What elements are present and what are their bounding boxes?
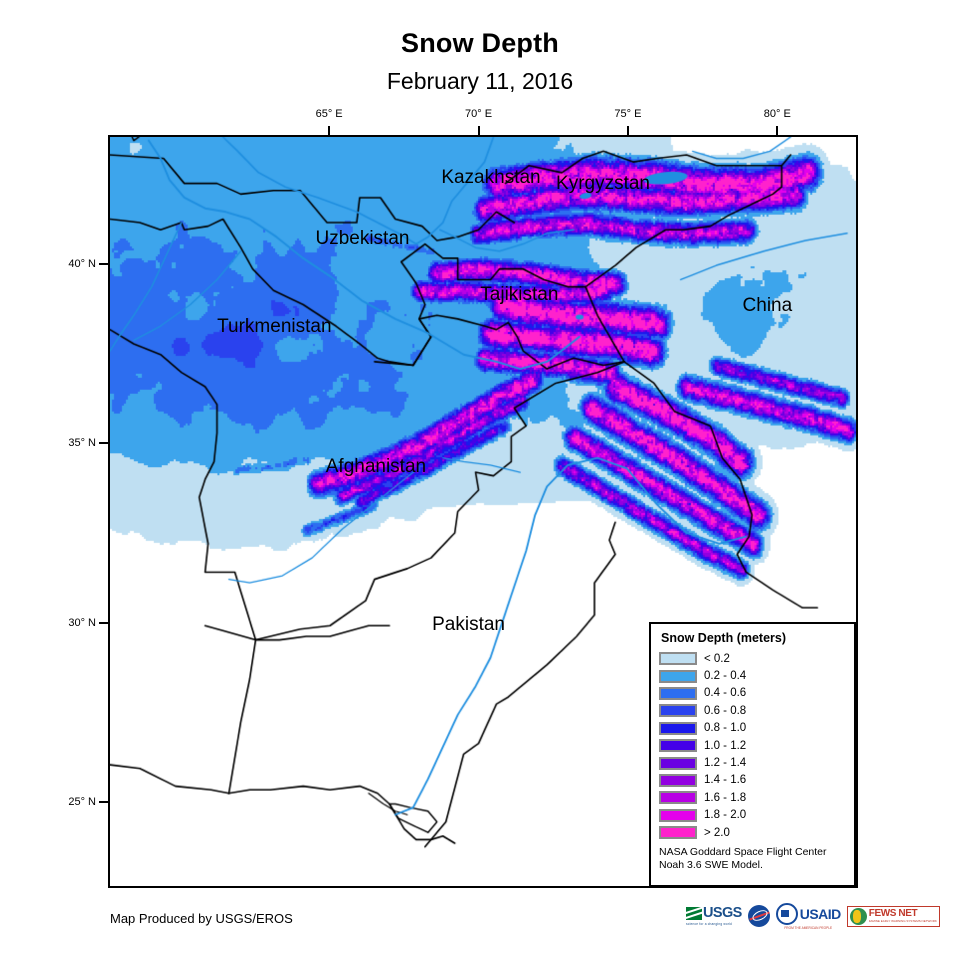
usgs-logo: USGS science for a changing world xyxy=(686,903,742,929)
legend-row: 1.0 - 1.2 xyxy=(659,737,846,754)
usgs-logo-word: USGS xyxy=(703,905,742,922)
lat-tick-label-40: 40° N xyxy=(68,258,96,271)
legend-credit-line-1: NASA Goddard Space Flight Center xyxy=(659,846,827,859)
legend-label: < 0.2 xyxy=(704,652,730,665)
legend-swatch-icon xyxy=(659,652,697,666)
legend-label: 1.4 - 1.6 xyxy=(704,774,747,787)
fews-net-logo: FEWS NET FAMINE EARLY WARNING SYSTEMS NE… xyxy=(846,903,940,929)
lon-tick-label-75: 75° E xyxy=(614,108,642,120)
usgs-logo-tagline: science for a changing world xyxy=(686,921,732,926)
lat-tick-label-25: 25° N xyxy=(68,795,96,808)
legend-label: 1.0 - 1.2 xyxy=(704,739,747,752)
legend-label: 0.8 - 1.0 xyxy=(704,722,747,735)
page-subtitle-date: February 11, 2016 xyxy=(386,68,574,94)
legend-label: 1.2 - 1.4 xyxy=(704,757,747,770)
legend-panel: Snow Depth (meters) < 0.2 0.2 - 0.4 0.4 - … xyxy=(649,622,856,887)
lon-tick-label-70: 70° E xyxy=(465,108,493,120)
legend-swatch-icon xyxy=(659,791,697,805)
legend-label: 0.4 - 0.6 xyxy=(704,687,747,700)
legend-label: 1.6 - 1.8 xyxy=(704,791,747,804)
usaid-logo-tagline: FROM THE AMERICAN PEOPLE xyxy=(784,925,833,930)
legend-swatch-icon xyxy=(659,704,697,718)
legend-swatch-icon xyxy=(659,721,697,735)
legend-label: 0.2 - 0.4 xyxy=(704,670,747,683)
usaid-logo-word: USAID xyxy=(799,905,842,922)
lon-tick-75 xyxy=(626,126,629,135)
lon-tick-80 xyxy=(776,126,779,135)
legend-label: 0.6 - 0.8 xyxy=(704,704,747,717)
lat-tick-25 xyxy=(99,800,108,803)
nasa-meatball-icon xyxy=(747,905,770,927)
legend-swatch-icon xyxy=(659,739,697,753)
legend-row: 0.8 - 1.0 xyxy=(659,720,846,737)
legend-swatch-icon xyxy=(659,826,697,840)
legend-row: 0.2 - 0.4 xyxy=(659,667,846,684)
usaid-seal-icon xyxy=(775,902,798,925)
legend-row: 0.4 - 0.6 xyxy=(659,685,846,702)
lat-tick-label-35: 35° N xyxy=(68,437,96,450)
legend-swatch-icon xyxy=(659,686,697,700)
lon-tick-70 xyxy=(477,126,480,135)
usgs-mark-icon xyxy=(686,907,702,920)
legend-swatch-icon xyxy=(659,756,697,770)
lon-tick-label-65: 65° E xyxy=(315,108,343,120)
legend-rows: < 0.2 0.2 - 0.4 0.4 - 0.6 0.6 - 0.8 0.8 - 1.… xyxy=(659,650,846,841)
fews-logo-tagline: FAMINE EARLY WARNING SYSTEMS NETWORK xyxy=(868,919,937,923)
fews-logo-word: FEWS NET xyxy=(868,908,918,919)
legend-row: < 0.2 xyxy=(659,650,846,667)
agency-logo-row: USGS science for a changing world USAID … xyxy=(686,902,940,930)
legend-row: 0.6 - 0.8 xyxy=(659,702,846,719)
legend-credit-line-2: Noah 3.6 SWE Model. xyxy=(659,859,763,872)
fews-globe-icon xyxy=(849,907,867,925)
lon-tick-label-80: 80° E xyxy=(763,108,791,120)
legend-swatch-icon xyxy=(659,773,697,787)
usaid-logo: USAID FROM THE AMERICAN PEOPLE xyxy=(775,902,842,930)
legend-row: > 2.0 xyxy=(659,824,846,841)
lat-tick-35 xyxy=(99,442,108,445)
legend-row: 1.2 - 1.4 xyxy=(659,754,846,771)
legend-label: > 2.0 xyxy=(704,826,730,839)
lat-tick-40 xyxy=(99,263,108,266)
legend-title: Snow Depth (meters) xyxy=(661,631,787,645)
lon-tick-65 xyxy=(328,126,331,135)
nasa-logo xyxy=(747,903,770,929)
legend-swatch-icon xyxy=(659,669,697,683)
legend-row: 1.6 - 1.8 xyxy=(659,789,846,806)
map-producer-text: Map Produced by USGS/EROS xyxy=(110,911,293,926)
legend-row: 1.4 - 1.6 xyxy=(659,772,846,789)
legend-row: 1.8 - 2.0 xyxy=(659,807,846,824)
lat-tick-30 xyxy=(99,621,108,624)
legend-swatch-icon xyxy=(659,808,697,822)
lat-tick-label-30: 30° N xyxy=(68,616,96,629)
legend-label: 1.8 - 2.0 xyxy=(704,809,747,822)
page-title: Snow Depth xyxy=(401,28,559,58)
